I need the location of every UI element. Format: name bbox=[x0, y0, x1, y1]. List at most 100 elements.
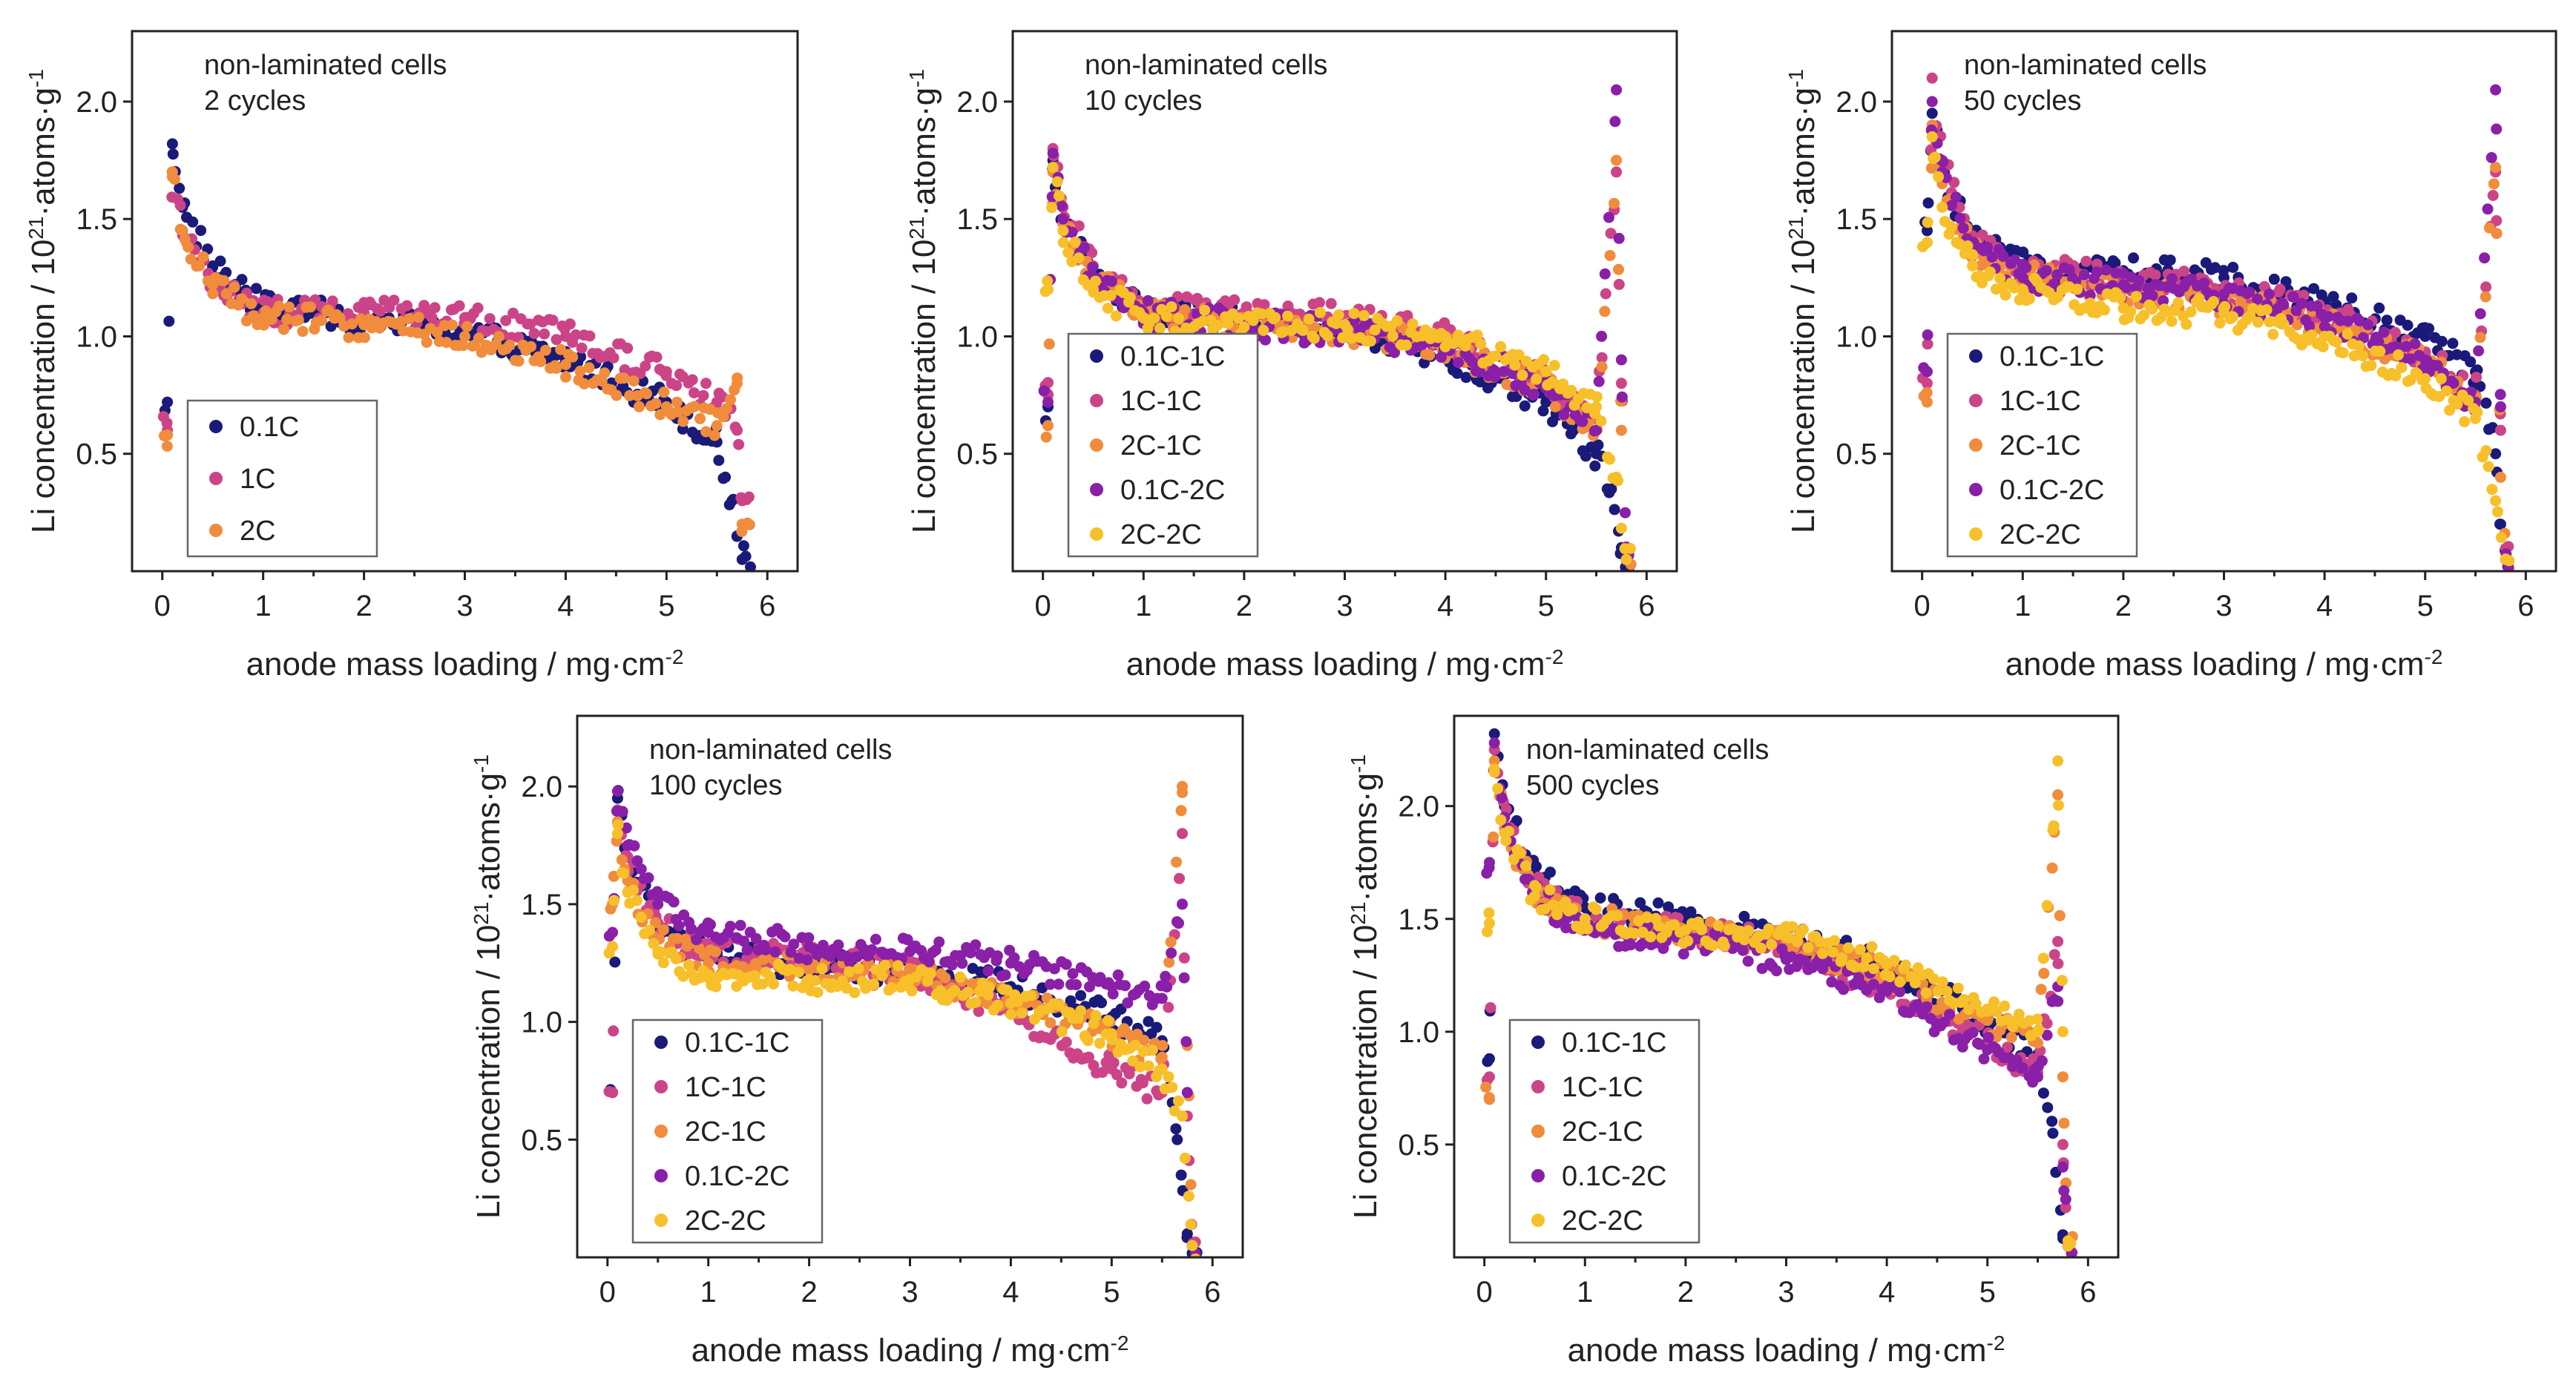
data-point bbox=[1325, 297, 1337, 309]
data-point bbox=[2054, 909, 2066, 921]
data-point bbox=[660, 401, 672, 412]
data-point bbox=[1424, 349, 1436, 361]
data-point bbox=[166, 138, 178, 150]
data-point bbox=[1488, 766, 1500, 778]
data-point bbox=[1652, 897, 1664, 909]
data-point bbox=[711, 420, 723, 432]
data-point bbox=[2487, 190, 2499, 201]
data-point bbox=[2227, 311, 2238, 323]
data-point bbox=[1364, 335, 1376, 347]
data-point bbox=[870, 933, 881, 945]
annotation-line: non-laminated cells bbox=[204, 50, 447, 81]
y-axis-label-tail: ·atoms·g bbox=[906, 88, 942, 217]
data-point bbox=[804, 974, 815, 985]
data-point bbox=[616, 854, 628, 866]
data-point bbox=[962, 987, 974, 998]
data-point bbox=[1174, 872, 1185, 884]
data-point bbox=[1544, 884, 1556, 896]
data-point bbox=[2459, 416, 2471, 427]
y-axis-label: Li concentration / 1021·atoms·g-1 bbox=[1784, 69, 1822, 533]
data-point bbox=[1611, 166, 1623, 178]
data-point bbox=[703, 927, 714, 938]
data-point bbox=[535, 355, 547, 367]
data-point bbox=[1565, 384, 1577, 396]
legend-marker bbox=[1969, 483, 1982, 496]
data-point bbox=[2448, 378, 2460, 389]
annotation-line: non-laminated cells bbox=[1085, 50, 1327, 81]
data-point bbox=[2444, 404, 2456, 416]
data-point bbox=[1866, 941, 1878, 952]
x-axis-label-sup: -2 bbox=[1111, 1332, 1129, 1355]
data-point bbox=[346, 318, 358, 330]
data-point bbox=[1952, 982, 1964, 994]
data-point bbox=[844, 966, 855, 978]
y-axis-label-sup: 21 bbox=[470, 902, 493, 925]
data-point bbox=[1580, 450, 1591, 462]
data-point bbox=[609, 956, 621, 968]
data-point bbox=[2441, 385, 2452, 397]
data-point bbox=[1102, 303, 1114, 314]
legend-label: 1C-1C bbox=[1562, 1072, 1643, 1103]
data-point bbox=[2471, 372, 2483, 384]
data-point bbox=[1933, 171, 1945, 182]
data-point bbox=[973, 986, 985, 998]
data-point bbox=[1075, 990, 1087, 1001]
data-point bbox=[2041, 1030, 2053, 1041]
data-point bbox=[1116, 1077, 1128, 1089]
data-point bbox=[2000, 289, 2011, 301]
data-point bbox=[1488, 728, 1500, 740]
data-point bbox=[236, 293, 248, 305]
data-point bbox=[812, 949, 824, 961]
annotation-line: 2 cycles bbox=[204, 85, 306, 116]
legend-marker bbox=[1090, 527, 1103, 541]
annotation-line: non-laminated cells bbox=[1526, 734, 1769, 766]
data-point bbox=[2071, 283, 2083, 295]
data-point bbox=[1185, 1219, 1197, 1231]
data-point bbox=[1596, 330, 1608, 342]
data-point bbox=[1944, 1009, 1956, 1020]
legend-label: 1C bbox=[240, 464, 276, 495]
data-point bbox=[1183, 1191, 1195, 1202]
data-point bbox=[787, 980, 799, 992]
data-point bbox=[1615, 424, 1627, 436]
data-point bbox=[668, 896, 680, 908]
data-point bbox=[388, 294, 400, 306]
data-point bbox=[564, 318, 576, 330]
data-point bbox=[2479, 252, 2491, 264]
data-point bbox=[2041, 1018, 2053, 1030]
data-point bbox=[1629, 927, 1640, 939]
data-point bbox=[1920, 987, 1932, 998]
data-point bbox=[654, 409, 666, 421]
scatter-points bbox=[1480, 728, 2078, 1257]
data-point bbox=[1056, 200, 1068, 211]
data-point bbox=[1084, 981, 1095, 993]
data-point bbox=[1967, 249, 1979, 260]
data-point bbox=[281, 313, 293, 325]
legend-label: 0.1C-1C bbox=[2000, 341, 2105, 372]
data-point bbox=[631, 895, 643, 906]
data-point bbox=[2436, 335, 2448, 347]
data-point bbox=[2381, 315, 2393, 326]
data-point bbox=[720, 403, 732, 415]
data-point bbox=[2419, 373, 2431, 384]
data-point bbox=[229, 281, 240, 293]
legend-label: 2C-2C bbox=[2000, 519, 2081, 550]
data-point bbox=[2390, 370, 2402, 382]
data-point bbox=[683, 959, 694, 971]
annotation-line: non-laminated cells bbox=[649, 734, 892, 766]
data-point bbox=[576, 342, 588, 354]
data-point bbox=[1604, 453, 1616, 465]
data-point bbox=[689, 387, 700, 399]
data-point bbox=[2008, 282, 2020, 294]
y-tick-label: 0.5 bbox=[1836, 438, 1877, 471]
data-point bbox=[622, 840, 634, 852]
data-point bbox=[923, 955, 935, 967]
data-point bbox=[2146, 303, 2158, 315]
data-point bbox=[1045, 1017, 1057, 1029]
data-point bbox=[2474, 308, 2486, 320]
data-point bbox=[1921, 1001, 1933, 1013]
data-point bbox=[1513, 349, 1525, 361]
data-point bbox=[1609, 504, 1620, 516]
data-point bbox=[2485, 152, 2497, 163]
y-axis-label-main: Li concentration / 10 bbox=[470, 925, 507, 1219]
